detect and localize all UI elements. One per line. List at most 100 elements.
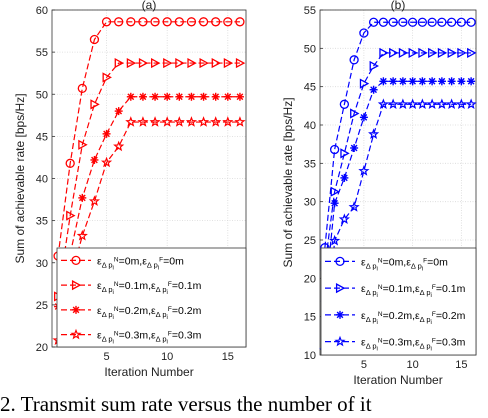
chart-panel-a: 20 25 30 35 40 45 50 55 60 5 10 15 (a) Iteration Numb…: [13, 0, 247, 379]
data-point: [350, 108, 360, 119]
data-point: [456, 17, 467, 27]
data-point: [138, 92, 147, 101]
data-point: [436, 98, 448, 110]
data-point: [368, 17, 379, 27]
data-point: [163, 57, 173, 69]
data-point-stroke: [380, 77, 387, 85]
data-point: [126, 92, 135, 101]
data-point-stroke: [78, 194, 86, 202]
data-point: [437, 47, 448, 59]
legend-box: [320, 247, 477, 356]
data-point-stroke: [458, 77, 465, 85]
data-point: [358, 165, 370, 176]
data-point: [329, 234, 341, 246]
data-point-stroke: [409, 77, 416, 85]
data-point: [466, 17, 476, 27]
y-tick-label: 50: [304, 43, 316, 55]
data-point: [467, 47, 477, 59]
data-point: [408, 77, 417, 86]
chart-title: (b): [391, 0, 406, 12]
data-point: [369, 85, 378, 94]
data-point: [379, 47, 389, 59]
y-tick-label: 50: [36, 89, 48, 101]
data-point-stroke: [115, 107, 123, 115]
data-point: [418, 77, 427, 86]
data-point: [211, 92, 220, 101]
data-point: [359, 28, 369, 38]
data-point: [387, 98, 399, 110]
data-point: [102, 72, 112, 83]
data-point: [197, 116, 210, 127]
x-tick-label: 15: [455, 359, 467, 371]
data-point: [418, 47, 428, 59]
data-point: [329, 144, 340, 155]
data-point: [235, 17, 245, 27]
data-point: [447, 77, 456, 86]
data-point: [149, 116, 161, 127]
legend-marker: [334, 335, 346, 347]
data-point: [186, 17, 197, 27]
data-point: [234, 116, 246, 127]
data-point: [368, 128, 380, 139]
legend-label-3: εΔ piN=0.2m,εΔ piF=0.2m: [361, 310, 466, 326]
data-point-stroke: [419, 77, 426, 85]
data-point: [113, 140, 125, 152]
data-point: [125, 116, 137, 127]
data-point: [455, 98, 467, 110]
data-point: [416, 98, 428, 110]
figure-caption: 2. Transmit sum rate versus the number o…: [0, 392, 372, 416]
y-tick-label: 55: [304, 5, 316, 17]
legend-label-1: εΔ piN=0m,εΔ piF=0m: [361, 256, 448, 272]
data-point: [150, 17, 160, 27]
data-point-stroke: [127, 93, 135, 101]
series-line: [57, 96, 240, 307]
data-point: [199, 92, 208, 101]
series-3: [320, 77, 476, 306]
series-line: [57, 121, 240, 341]
data-point: [377, 98, 389, 110]
data-point-stroke: [236, 93, 244, 101]
data-point-stroke: [389, 77, 397, 85]
y-tick-label: 10: [304, 350, 316, 362]
data-point: [175, 92, 184, 101]
x-axis-label: Iteration Number: [353, 373, 442, 387]
data-point: [235, 57, 246, 69]
y-axis-label: Sum of achievable rate [bps/Hz]: [13, 93, 27, 263]
legend-label-4: εΔ piN=0.3m,εΔ piF=0.3m: [361, 337, 466, 353]
data-point: [223, 17, 233, 27]
data-point-stroke: [370, 86, 377, 94]
data-point: [78, 139, 88, 150]
data-point: [223, 57, 234, 69]
series-line: [57, 62, 240, 297]
y-tick-label: 35: [36, 216, 48, 228]
y-tick-label: 35: [304, 158, 316, 170]
data-point: [138, 57, 149, 69]
x-tick-label: 10: [161, 351, 173, 363]
data-point: [222, 116, 234, 127]
y-axis-label: Sum of achievable rate [bps/Hz]: [281, 97, 295, 267]
legend: εΔ piN=0m,εΔ piF=0m εΔ piN=0.1m,εΔ piF=0.…: [320, 247, 477, 356]
data-point-stroke: [103, 130, 110, 138]
y-tick-label: 60: [36, 5, 48, 17]
y-tick-label: 25: [36, 300, 48, 312]
data-point-stroke: [448, 77, 455, 85]
data-point: [65, 158, 75, 168]
series-line: [57, 21, 240, 257]
legend-marker: [336, 310, 344, 319]
x-tick-label: 5: [104, 351, 110, 363]
y-tick-label: 20: [304, 273, 316, 285]
data-point: [90, 155, 99, 164]
data-point-stroke: [175, 93, 183, 101]
data-point: [211, 57, 222, 69]
data-point: [447, 47, 457, 59]
legend-label-2: εΔ piN=0.1m,εΔ piF=0.1m: [361, 283, 466, 299]
data-point-stroke: [212, 93, 220, 101]
legend-marker-stroke: [72, 306, 80, 314]
data-point: [138, 17, 148, 27]
data-point: [66, 210, 76, 221]
data-point: [126, 17, 136, 27]
data-point: [427, 17, 437, 27]
y-tick-label: 30: [304, 197, 316, 209]
data-point-stroke: [341, 174, 348, 182]
data-point: [340, 148, 350, 159]
